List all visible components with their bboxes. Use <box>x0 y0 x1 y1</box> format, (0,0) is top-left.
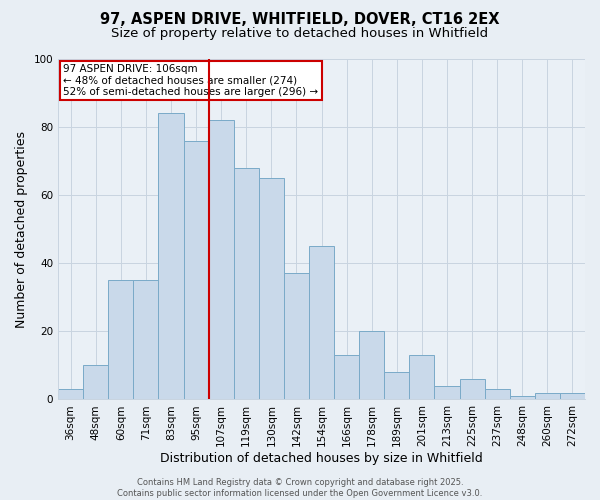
Bar <box>108 280 133 400</box>
Text: 97 ASPEN DRIVE: 106sqm
← 48% of detached houses are smaller (274)
52% of semi-de: 97 ASPEN DRIVE: 106sqm ← 48% of detached… <box>64 64 319 98</box>
Bar <box>384 372 409 400</box>
X-axis label: Distribution of detached houses by size in Whitfield: Distribution of detached houses by size … <box>160 452 483 465</box>
Bar <box>158 114 184 400</box>
Bar <box>184 140 209 400</box>
Bar <box>434 386 460 400</box>
Text: 97, ASPEN DRIVE, WHITFIELD, DOVER, CT16 2EX: 97, ASPEN DRIVE, WHITFIELD, DOVER, CT16 … <box>100 12 500 28</box>
Bar <box>560 392 585 400</box>
Bar <box>233 168 259 400</box>
Bar <box>284 274 309 400</box>
Bar <box>83 366 108 400</box>
Bar <box>535 392 560 400</box>
Text: Contains HM Land Registry data © Crown copyright and database right 2025.
Contai: Contains HM Land Registry data © Crown c… <box>118 478 482 498</box>
Bar <box>334 355 359 400</box>
Bar <box>359 332 384 400</box>
Text: Size of property relative to detached houses in Whitfield: Size of property relative to detached ho… <box>112 28 488 40</box>
Bar <box>58 389 83 400</box>
Bar <box>309 246 334 400</box>
Bar <box>510 396 535 400</box>
Y-axis label: Number of detached properties: Number of detached properties <box>15 130 28 328</box>
Bar <box>485 389 510 400</box>
Bar <box>409 355 434 400</box>
Bar <box>133 280 158 400</box>
Bar <box>209 120 233 400</box>
Bar <box>460 379 485 400</box>
Bar <box>259 178 284 400</box>
